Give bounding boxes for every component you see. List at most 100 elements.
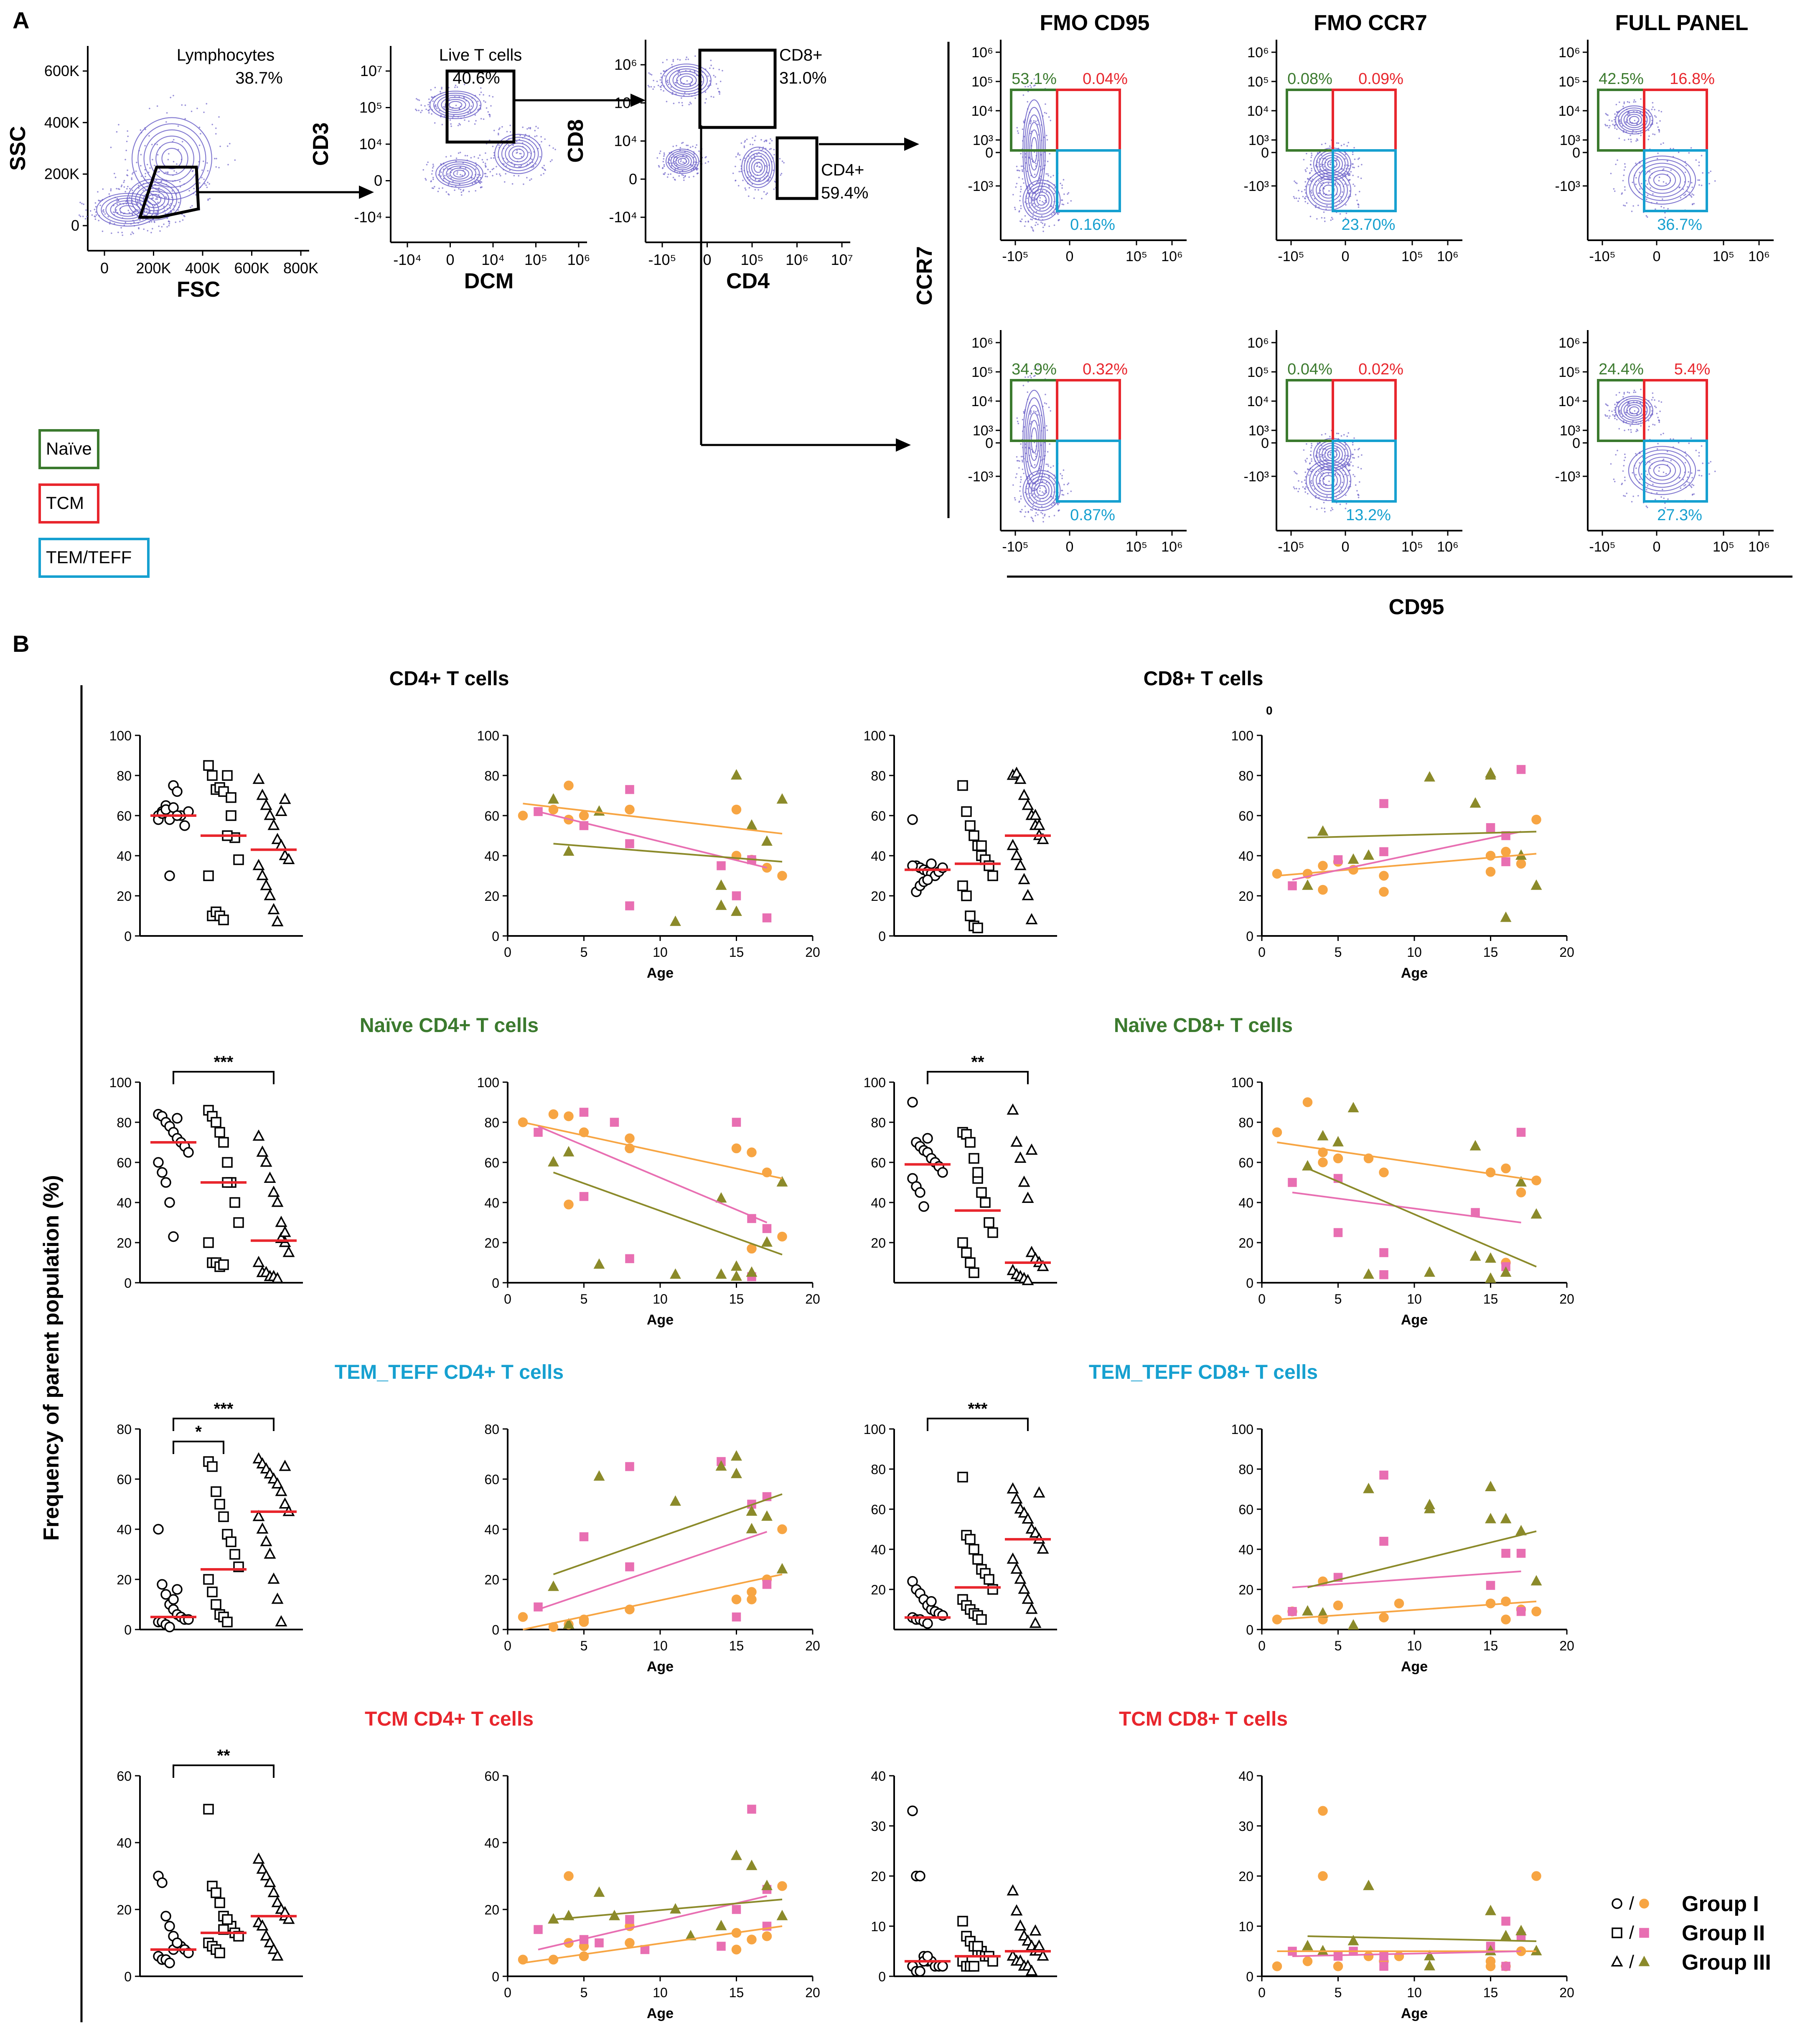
x-tick-label: 800K (283, 259, 318, 277)
event-dot (528, 127, 530, 129)
chart-title: TCM CD4+ T cells (365, 1708, 534, 1730)
data-point (207, 1461, 218, 1472)
x-tick-label: 15 (729, 1638, 744, 1653)
event-dot (1637, 430, 1639, 432)
fmo-contours (1604, 98, 1716, 219)
data-point (1010, 1562, 1023, 1574)
event-dot (1656, 158, 1658, 160)
contour-line (155, 142, 188, 175)
event-dot (1624, 430, 1625, 431)
event-dot (1042, 190, 1043, 192)
event-dot (1035, 224, 1036, 226)
trend-line (1292, 831, 1521, 881)
event-dot (1018, 467, 1020, 469)
event-dot (1614, 415, 1616, 417)
event-dot (1053, 483, 1055, 485)
y-tick-label: 60 (484, 1155, 499, 1170)
event-dot (1335, 468, 1337, 470)
event-dot (1650, 115, 1652, 117)
event-dot (122, 217, 124, 219)
event-dot (147, 201, 149, 203)
contour-line (433, 92, 478, 117)
y-tick-label: 10³ (1560, 423, 1580, 439)
data-point (922, 1133, 933, 1144)
event-dot (1050, 176, 1052, 178)
series-group-ii (534, 1108, 772, 1281)
event-dot (184, 118, 186, 120)
event-dot (1682, 188, 1684, 190)
series-group-i (907, 1576, 948, 1629)
trend-line (538, 1125, 768, 1223)
x-tick-label: 200K (136, 259, 171, 277)
event-dot (1030, 175, 1032, 177)
y-tick-label: 40 (484, 849, 499, 864)
event-dot (219, 145, 221, 147)
event-dot (1040, 444, 1042, 446)
event-dot (676, 82, 677, 84)
data-point (1014, 1152, 1027, 1163)
event-dot (1017, 422, 1019, 425)
event-dot (1016, 417, 1018, 419)
contour-line (665, 148, 699, 174)
event-dot (738, 185, 740, 187)
event-dot (1697, 470, 1699, 471)
contour-line (1028, 186, 1055, 215)
event-dot (1027, 220, 1029, 222)
event-dot (149, 211, 151, 213)
tem-gate (1643, 149, 1708, 212)
event-dot (669, 152, 671, 154)
event-dot (1360, 177, 1362, 179)
event-dot (674, 160, 675, 163)
event-dot (170, 210, 172, 212)
event-dot (145, 128, 146, 130)
legend-filled-marker (1639, 1928, 1649, 1938)
series-group-iii (1007, 1103, 1049, 1285)
event-dot (672, 59, 674, 61)
data-point (761, 1236, 773, 1247)
event-dot (1341, 481, 1343, 483)
event-dot (753, 175, 755, 177)
data-point (579, 811, 589, 821)
data-point (915, 1187, 925, 1198)
event-dot (430, 181, 432, 183)
event-dot (1664, 502, 1666, 504)
data-point (1516, 765, 1526, 774)
event-dot (1646, 216, 1648, 218)
event-dot (1048, 116, 1050, 118)
event-dot (704, 157, 706, 158)
data-point (564, 1871, 574, 1881)
event-dot (1018, 501, 1020, 503)
event-dot (1024, 491, 1026, 493)
event-dot (454, 96, 456, 98)
event-dot (759, 166, 761, 168)
event-dot (227, 164, 229, 165)
event-dot (1361, 164, 1363, 165)
y-tick-label: 40 (871, 1195, 886, 1210)
y-tick-label: 40 (871, 1542, 886, 1557)
event-dot (94, 216, 96, 218)
data-point (1379, 1537, 1388, 1546)
event-dot (471, 177, 473, 179)
event-dot (1651, 463, 1653, 465)
data-point (731, 804, 742, 815)
contour-line (746, 153, 770, 182)
data-point (264, 1936, 276, 1947)
event-dot (156, 197, 158, 198)
event-dot (1656, 448, 1658, 450)
data-point (1501, 1548, 1510, 1558)
event-dot (1027, 483, 1029, 484)
event-dot (688, 93, 690, 95)
event-dot (473, 178, 475, 180)
event-dot (1298, 190, 1299, 191)
event-dot (1698, 470, 1701, 471)
x-tick-label: 15 (1483, 1985, 1498, 2000)
event-dot (453, 114, 455, 117)
event-dot (1624, 480, 1626, 481)
event-dot (533, 151, 535, 153)
event-dot (1061, 184, 1063, 186)
event-dot (1315, 204, 1317, 206)
event-dot (1317, 152, 1319, 154)
event-dot (1633, 401, 1635, 403)
event-dot (1020, 153, 1022, 155)
event-dot (449, 119, 451, 121)
